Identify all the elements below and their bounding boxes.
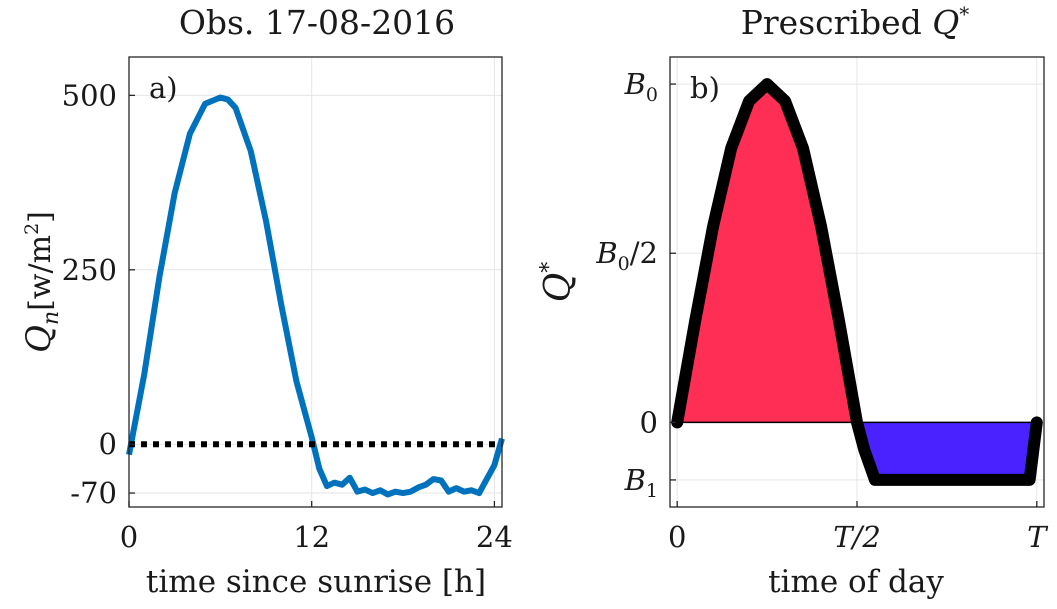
panel-a-ytick-label: -70 xyxy=(70,476,117,510)
panel-a-ylabel-subscript: n xyxy=(39,311,64,325)
panel-b-xtick-label: T/2 xyxy=(833,520,881,554)
panel-b-ytick-label: B0 xyxy=(624,67,658,106)
panel-b-title-text: Prescribed xyxy=(741,3,933,42)
panel-a-ytick-label: 250 xyxy=(62,253,117,287)
panel-b-negative-area xyxy=(857,422,1037,480)
panel-b-ylabel: Q* xyxy=(537,262,579,303)
panel-b-xtick-label: 0 xyxy=(668,520,686,554)
panel-a-grid xyxy=(128,57,502,507)
panel-b-xtick-label: T xyxy=(1027,520,1049,554)
panel-a-ylabel-unit-superscript: 2 xyxy=(21,223,43,235)
panel-b-ylabel-superscript: * xyxy=(537,262,562,273)
panel-a-ylabel-symbol: Q xyxy=(19,325,59,353)
panel-b-xlabel: time of day xyxy=(768,564,944,600)
panel-a-axes-box xyxy=(128,56,503,508)
panel-b-ylabel-symbol: Q xyxy=(538,273,579,303)
panel-a-series-line xyxy=(126,94,505,498)
panel-b-ytick-label: B1 xyxy=(624,463,658,502)
panel-b-ytick-label: B0/2 xyxy=(595,236,658,275)
panel-a-ylabel: Qn[w/m2] xyxy=(19,211,64,353)
panel-a-title: Obs. 17-08-2016 xyxy=(179,3,455,42)
panel-b-title-superscript: * xyxy=(959,2,969,26)
panel-b-title-symbol: Q xyxy=(932,3,959,42)
panel-b-label: b) xyxy=(690,71,720,105)
panel-b-outline-curve xyxy=(671,78,1043,486)
panel-a-xtick-label: 12 xyxy=(293,520,330,554)
panel-a-ylabel-unit-close: ] xyxy=(23,211,58,223)
panel-a-ylabel-unit: [w/m xyxy=(23,235,58,311)
panel-a-xtick-label: 0 xyxy=(120,520,138,554)
panel-a-plot xyxy=(126,94,505,498)
panel-b-ticks: 0 T/2 T B1 0 B0/2 B0 xyxy=(595,67,1049,554)
panel-a-xlabel: time since sunrise [h] xyxy=(146,564,486,600)
panel-a-ytick-label: 0 xyxy=(99,427,117,461)
panel-b-title: Prescribed Q* xyxy=(741,2,970,42)
panel-b-positive-area xyxy=(677,84,857,423)
panel-a-ytick-label: 500 xyxy=(62,78,117,112)
panel-b-ytick-label: 0 xyxy=(640,405,658,439)
panel-a-xtick-label: 24 xyxy=(476,520,513,554)
panel-b-plot xyxy=(671,78,1043,486)
panel-a-label: a) xyxy=(149,71,178,105)
